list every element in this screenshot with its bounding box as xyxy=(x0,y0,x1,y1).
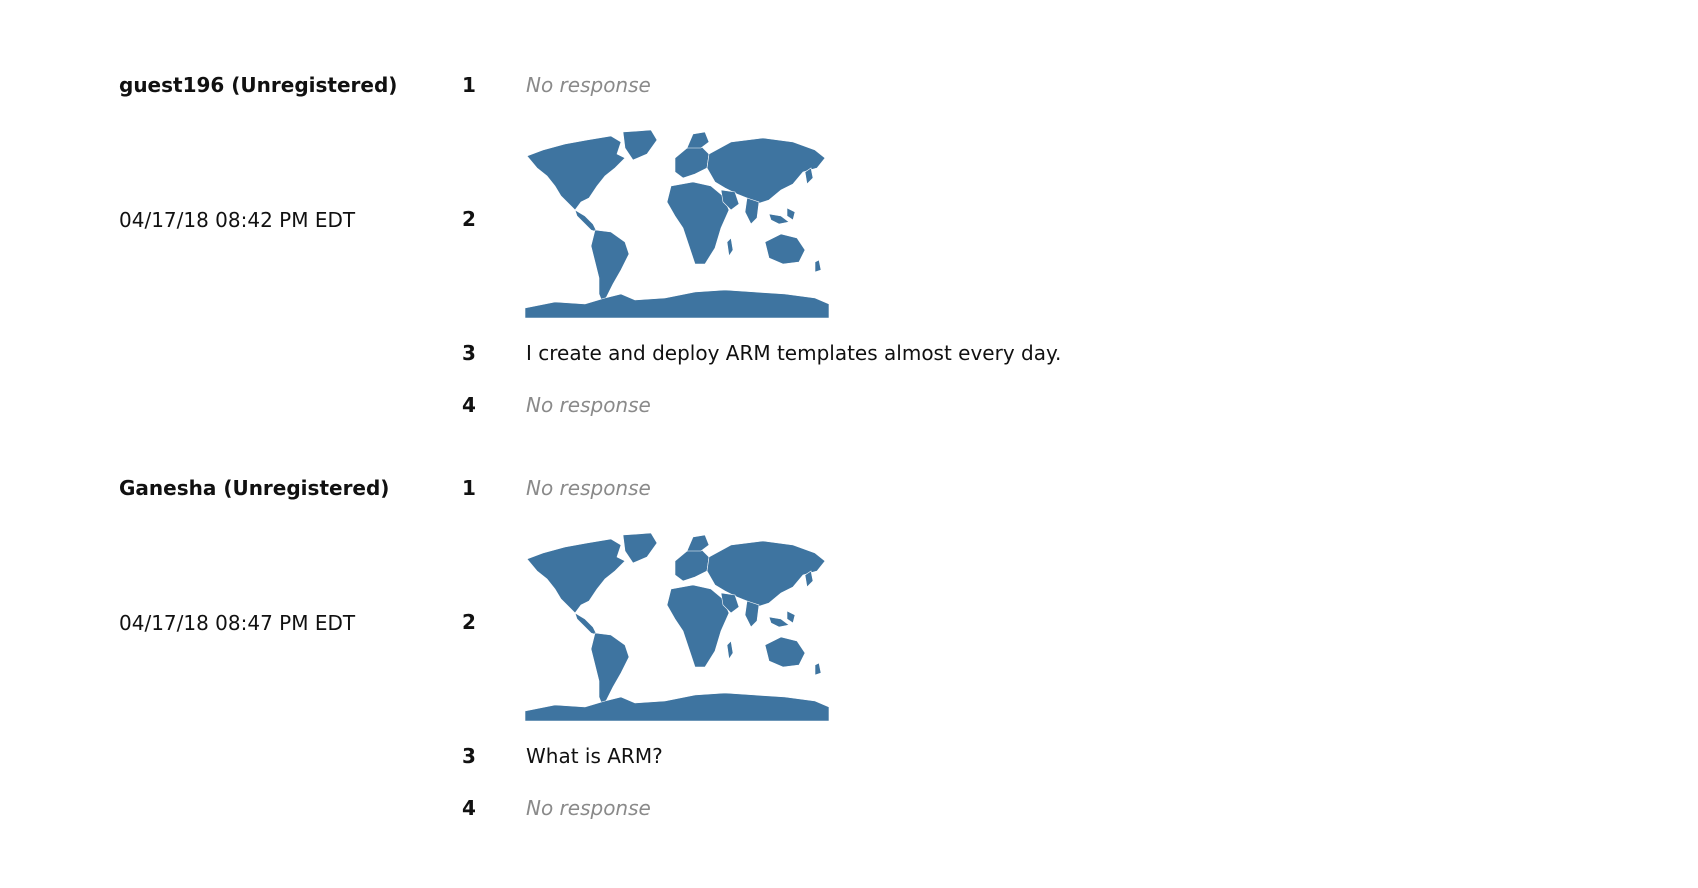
respondent-name: guest196 (Unregistered) xyxy=(119,73,398,97)
respondent-name: Ganesha (Unregistered) xyxy=(119,476,390,500)
question-number: 2 xyxy=(462,207,476,231)
question-number: 3 xyxy=(462,341,476,365)
question-number: 3 xyxy=(462,744,476,768)
answer-text: No response xyxy=(526,393,651,417)
question-number: 4 xyxy=(462,393,476,417)
answer-text: No response xyxy=(526,73,651,97)
question-number: 2 xyxy=(462,610,476,634)
answer-text: No response xyxy=(526,476,651,500)
question-number: 1 xyxy=(462,73,476,97)
question-number: 4 xyxy=(462,796,476,820)
response-timestamp: 04/17/18 08:42 PM EDT xyxy=(119,208,356,232)
answer-text: No response xyxy=(526,796,651,820)
world-map-graphic xyxy=(525,532,829,721)
answer-text: What is ARM? xyxy=(526,744,663,768)
world-map-graphic xyxy=(525,129,829,318)
question-number: 1 xyxy=(462,476,476,500)
answer-text: I create and deploy ARM templates almost… xyxy=(526,341,1062,365)
world-map-icon xyxy=(525,531,829,721)
world-map-icon xyxy=(525,128,829,318)
response-timestamp: 04/17/18 08:47 PM EDT xyxy=(119,611,356,635)
